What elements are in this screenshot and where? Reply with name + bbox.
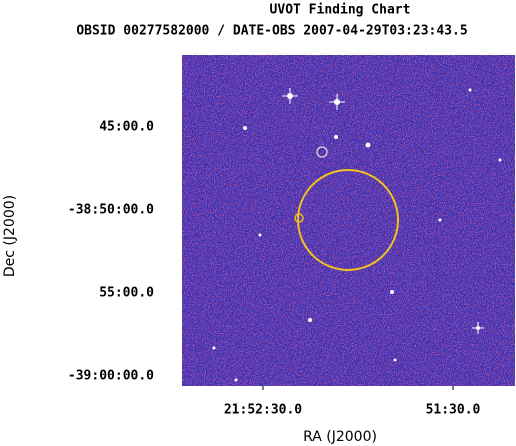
chart-title: UVOT Finding Chart xyxy=(270,3,411,18)
chart-subtitle: OBSID 00277582000 / DATE-OBS 2007-04-29T… xyxy=(76,24,467,39)
x-tick-label: 21:52:30.0 xyxy=(224,403,302,418)
sky-image xyxy=(182,55,515,386)
x-tick-label: 51:30.0 xyxy=(426,403,481,418)
y-tick-label: -38:50:00.0 xyxy=(68,202,154,217)
y-axis-title: Dec (J2000) xyxy=(2,195,18,277)
y-tick-label: 55:00.0 xyxy=(99,286,154,301)
y-tick-label: 45:00.0 xyxy=(99,120,154,135)
x-axis-title: RA (J2000) xyxy=(303,429,377,445)
y-tick-label: -39:00:00.0 xyxy=(68,369,154,384)
